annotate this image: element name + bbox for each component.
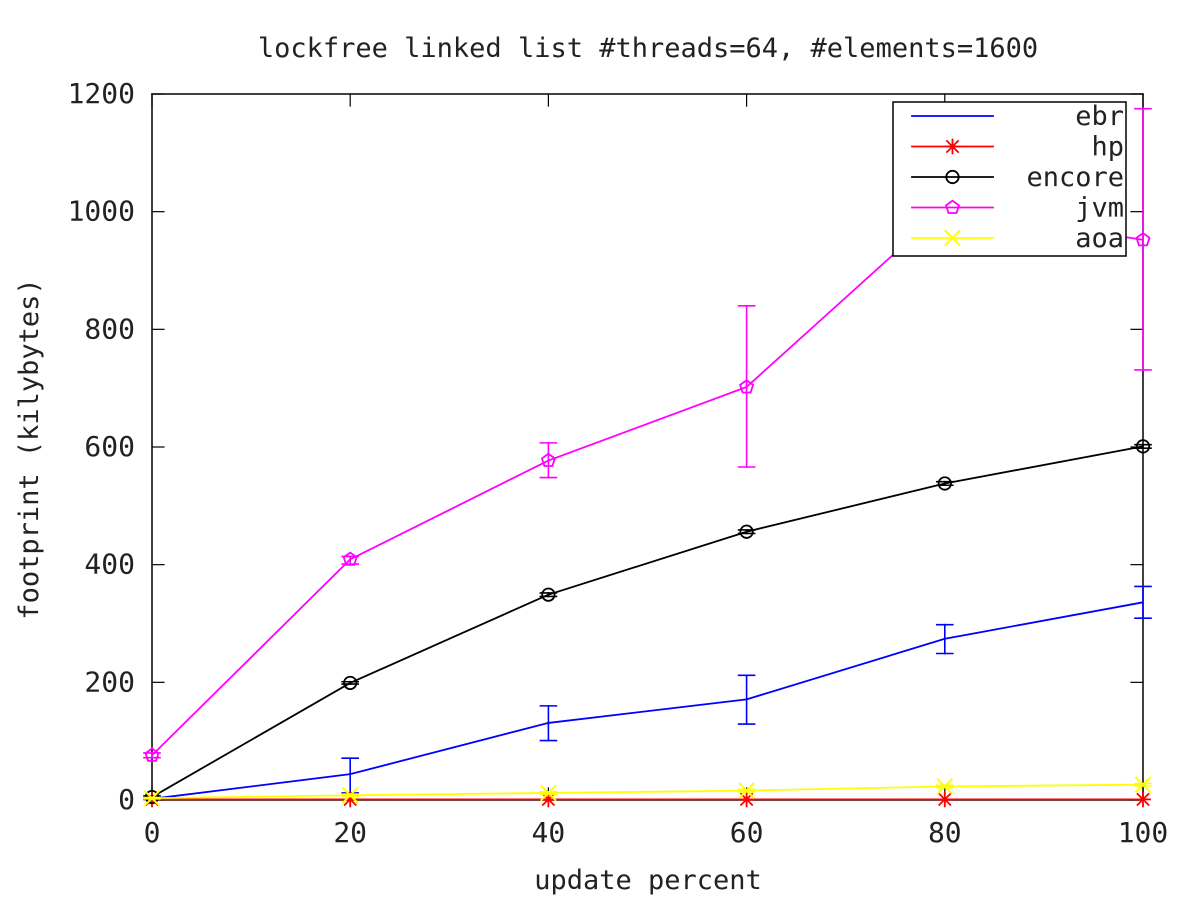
legend-marker-hp-stroke-d <box>945 139 960 154</box>
error-bar-jvm-40 <box>539 442 558 479</box>
error-bar-ebr-100 <box>1134 585 1152 620</box>
series-aoa <box>143 776 1152 807</box>
point-aoa-60-stroke-b <box>738 782 756 800</box>
point-aoa-60 <box>738 782 756 800</box>
point-hp-100-stroke-d <box>1136 792 1150 807</box>
y-tick-label-400: 400 <box>84 548 135 581</box>
legend-item-hp: hp <box>911 132 1124 163</box>
error-bar-jvm-60 <box>737 304 756 468</box>
x-tick-label-40: 40 <box>532 816 566 849</box>
legend-item-ebr: ebr <box>911 101 1124 132</box>
error-bar-ebr-60 <box>737 674 756 725</box>
legend-item-aoa: aoa <box>911 223 1124 254</box>
point-aoa-20 <box>341 786 359 804</box>
legend-marker-jvm <box>944 199 961 214</box>
series-line-jvm <box>151 207 1144 756</box>
error-bar-jvm-100 <box>1134 107 1152 371</box>
series-line-aoa <box>151 783 1144 800</box>
y-tick-label-0: 0 <box>118 783 135 816</box>
series-hp <box>144 791 1151 808</box>
legend-label-ebr: ebr <box>1075 101 1124 132</box>
error-bar-ebr-80 <box>935 623 954 655</box>
series-ebr <box>143 585 1152 801</box>
y-tick-label-800: 800 <box>84 312 135 345</box>
x-tick-label-0: 0 <box>144 816 161 849</box>
series-jvm <box>143 107 1152 762</box>
point-aoa-40-stroke-b <box>539 784 557 802</box>
legend-marker-aoa <box>944 229 961 247</box>
legend-label-hp: hp <box>1091 132 1124 163</box>
series-layer <box>143 107 1152 808</box>
error-bar-ebr-40 <box>539 705 558 742</box>
legend-item-encore: encore <box>911 162 1124 193</box>
point-hp-100 <box>1135 791 1151 808</box>
y-tick-label-600: 600 <box>84 430 135 463</box>
legend-item-jvm: jvm <box>911 193 1124 224</box>
series-line-encore <box>151 445 1144 798</box>
legend-marker-aoa-stroke-b <box>944 229 961 247</box>
series-line-ebr <box>151 601 1144 800</box>
point-aoa-0 <box>143 789 161 807</box>
point-aoa-100 <box>1134 776 1152 794</box>
point-jvm-60 <box>739 379 755 394</box>
legend-marker-hp <box>944 138 961 155</box>
point-aoa-80-stroke-b <box>936 778 954 795</box>
point-aoa-20-stroke-b <box>341 786 359 804</box>
legend-marker-encore <box>945 169 960 185</box>
legend-label-encore: encore <box>1026 162 1124 193</box>
point-hp-80 <box>936 791 953 808</box>
point-jvm-0 <box>144 747 160 762</box>
point-hp-60-stroke-d <box>739 792 754 807</box>
point-aoa-40 <box>539 784 557 802</box>
x-tick-label-80: 80 <box>928 816 962 849</box>
y-tick-label-1000: 1000 <box>68 195 135 228</box>
chart-title: lockfree linked list #threads=64, #eleme… <box>258 33 1038 64</box>
point-encore-40 <box>541 587 556 602</box>
point-hp-60 <box>738 791 755 808</box>
point-encore-20 <box>343 675 358 691</box>
y-axis-label: footprint (kilybytes) <box>14 278 45 619</box>
y-tick-label-200: 200 <box>84 665 135 698</box>
legend-label-aoa: aoa <box>1075 223 1124 254</box>
point-aoa-80 <box>936 778 954 795</box>
point-encore-100 <box>1135 439 1151 454</box>
x-tick-label-20: 20 <box>333 816 367 849</box>
point-jvm-20 <box>342 551 358 566</box>
point-encore-80 <box>937 476 952 491</box>
point-hp-80-stroke-d <box>938 792 952 807</box>
point-jvm-40 <box>540 452 556 467</box>
legend-label-jvm: jvm <box>1075 193 1124 224</box>
x-axis-label: update percent <box>534 865 762 896</box>
x-tick-label-60: 60 <box>730 816 764 849</box>
point-aoa-0-stroke-b <box>143 789 161 807</box>
legend-box <box>892 101 1127 257</box>
series-encore <box>143 439 1152 805</box>
y-tick-label-1200: 1200 <box>68 77 135 110</box>
point-aoa-100-stroke-b <box>1134 776 1152 794</box>
point-encore-60 <box>739 524 754 539</box>
x-tick-label-100: 100 <box>1118 816 1169 849</box>
point-jvm-100 <box>1135 231 1151 247</box>
